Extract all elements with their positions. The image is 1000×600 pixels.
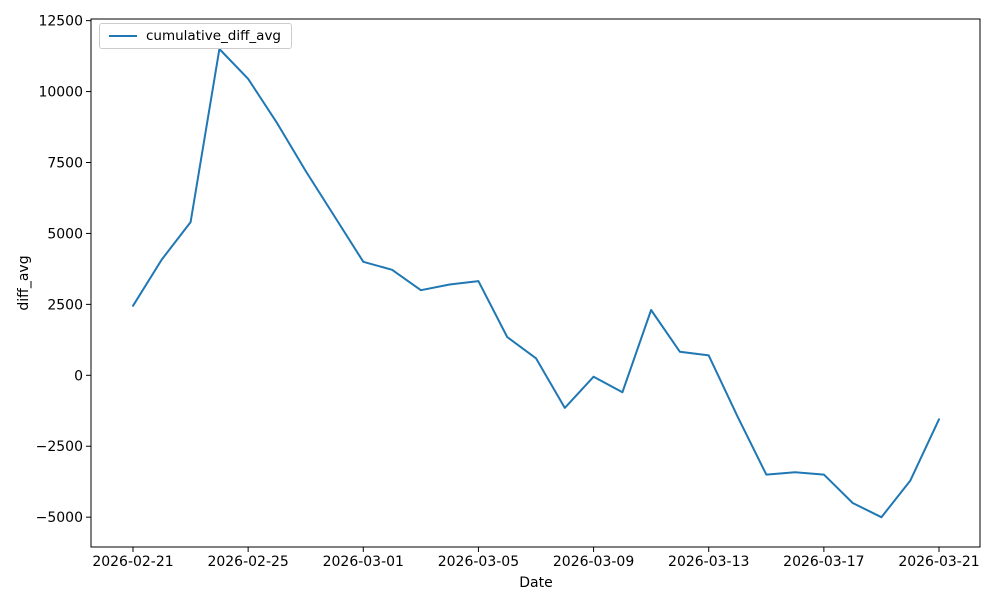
- legend-line-swatch: [109, 35, 137, 37]
- x-tick-label: 2026-03-17: [783, 554, 864, 570]
- y-tick-label: 0: [74, 368, 83, 384]
- x-axis-label: Date: [519, 575, 553, 591]
- legend-label: cumulative_diff_avg: [146, 28, 281, 44]
- y-tick-label: 10000: [38, 85, 83, 101]
- x-tick-label: 2026-02-21: [92, 554, 173, 570]
- y-tick-label: −5000: [36, 510, 83, 526]
- y-tick-label: 7500: [47, 156, 83, 172]
- y-tick-label: 12500: [38, 14, 83, 30]
- x-tick-label: 2026-03-21: [898, 554, 979, 570]
- x-tick-label: 2026-03-05: [438, 554, 519, 570]
- y-tick-label: −2500: [36, 439, 83, 455]
- x-tick-label: 2026-03-01: [323, 554, 404, 570]
- x-tick-label: 2026-03-13: [668, 554, 749, 570]
- y-tick-label: 2500: [47, 297, 83, 313]
- series-line: [132, 48, 940, 519]
- y-tick-label: 5000: [47, 226, 83, 242]
- legend: cumulative_diff_avg: [99, 23, 292, 49]
- x-tick-label: 2026-02-25: [207, 554, 288, 570]
- plot-border: [90, 18, 981, 548]
- y-axis-label: diff_avg: [16, 255, 32, 311]
- x-tick-label: 2026-03-09: [553, 554, 634, 570]
